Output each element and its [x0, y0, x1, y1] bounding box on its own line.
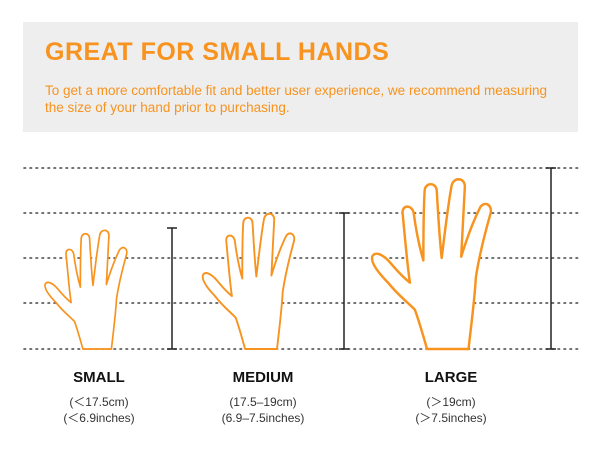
size-label-small: SMALL	[73, 369, 125, 386]
size-range-small-in: (＜6.9inches)	[63, 411, 135, 425]
large-hand-outline	[370, 178, 493, 351]
medium-height-bar	[339, 212, 349, 350]
small-hand-outline	[44, 229, 128, 350]
header-banner: GREAT FOR SMALL HANDS To get a more comf…	[23, 22, 578, 132]
size-range-large-in: (＞7.5inches)	[415, 411, 487, 425]
large-height-bar	[546, 167, 556, 350]
medium-hand-outline	[201, 212, 296, 350]
size-label-large: LARGE	[424, 369, 478, 386]
page-title: GREAT FOR SMALL HANDS	[45, 38, 390, 66]
size-range-medium-cm: (17.5–19cm)	[229, 395, 297, 409]
size-range-large-cm: (＞19cm)	[426, 395, 476, 409]
header-description: To get a more comfortable fit and better…	[45, 83, 547, 115]
size-range-small-cm: (＜17.5cm)	[69, 395, 129, 409]
size-label-medium: MEDIUM	[232, 369, 294, 386]
size-range-medium-in: (6.9–7.5inches)	[221, 411, 305, 425]
small-height-bar	[167, 227, 177, 350]
